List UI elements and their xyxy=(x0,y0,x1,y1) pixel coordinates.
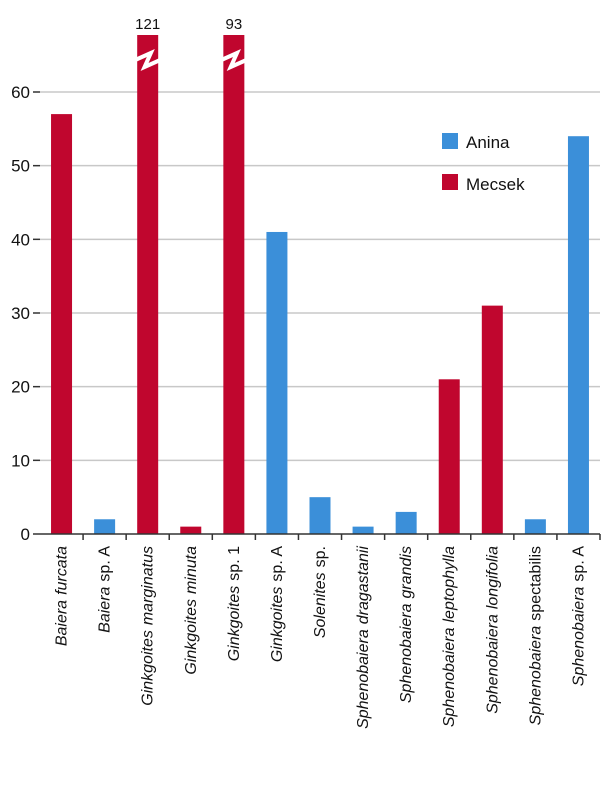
bars xyxy=(51,35,589,534)
species-name: marginatus xyxy=(140,546,157,625)
bar-anina-8 xyxy=(395,511,417,534)
x-category-label: Sphenobaiera dragastanii xyxy=(355,546,372,729)
bar-mecsek-2 xyxy=(137,35,159,534)
species-name: longifolia xyxy=(484,546,501,609)
genus-name: Solenites xyxy=(312,572,329,638)
legend-label-mecsek: Mecsek xyxy=(466,175,525,194)
genus-name: Sphenobaiera xyxy=(355,629,372,729)
y-tick-label: 40 xyxy=(11,230,30,249)
species-name: sp. A xyxy=(269,546,286,582)
genus-name: Ginkgoites xyxy=(269,587,286,663)
bar-mecsek-0 xyxy=(51,114,73,534)
genus-name: Sphenobaiera xyxy=(570,586,587,686)
x-category-label: Ginkgoites marginatus xyxy=(140,546,157,706)
y-tick-label: 10 xyxy=(11,451,30,470)
y-tick-label: 30 xyxy=(11,304,30,323)
x-category-label: Sphenobaiera sp. A xyxy=(570,546,587,687)
genus-name: Ginkgoites xyxy=(140,630,157,706)
legend-swatch-mecsek xyxy=(442,174,458,190)
bar-anina-1 xyxy=(94,519,116,534)
species-name: minuta xyxy=(183,546,200,594)
x-category-label: Sphenobaiera grandis xyxy=(398,546,415,703)
genus-name: Baiera xyxy=(97,586,114,632)
legend: Anina Mecsek xyxy=(442,133,525,194)
species-name: dragastanii xyxy=(355,546,372,625)
x-category-label: Sphenobaiera leptophylla xyxy=(441,546,458,727)
bar-break-mark xyxy=(134,49,162,71)
bar-mecsek-3 xyxy=(180,526,202,534)
y-tick-label: 0 xyxy=(21,525,30,544)
legend-label-anina: Anina xyxy=(466,133,510,152)
data-labels: 121 93 xyxy=(135,16,242,33)
x-category-label: Solenites sp. xyxy=(312,546,329,638)
genus-name: Sphenobaiera xyxy=(398,603,415,703)
y-tick-label: 50 xyxy=(11,157,30,176)
genus-name: Ginkgoites xyxy=(226,586,243,662)
species-name: sp. 1 xyxy=(226,546,243,581)
y-tick-label: 20 xyxy=(11,378,30,397)
broken-bar-value-label: 93 xyxy=(226,16,243,33)
bar-mecsek-10 xyxy=(481,305,503,534)
genus-name: Sphenobaiera xyxy=(484,614,501,714)
bar-anina-6 xyxy=(309,497,331,534)
species-name: spectabilis xyxy=(527,546,544,621)
broken-bar-value-label: 121 xyxy=(135,16,160,33)
legend-swatch-anina xyxy=(442,133,458,149)
x-category-label: Ginkgoites minuta xyxy=(183,546,200,675)
gridlines xyxy=(33,91,600,535)
x-axis-category-labels: Baiera furcata Baiera sp. A Ginkgoites margin… xyxy=(54,534,601,729)
x-category-label: Baiera sp. A xyxy=(97,546,114,633)
x-category-label: Sphenobaiera spectabilis xyxy=(527,546,544,725)
species-name: leptophylla xyxy=(441,546,458,623)
species-name: sp. xyxy=(312,546,329,567)
bar-anina-7 xyxy=(352,526,374,534)
bar-mecsek-4 xyxy=(223,35,245,534)
species-name: sp. A xyxy=(570,546,587,582)
bar-anina-12 xyxy=(567,136,589,534)
x-category-label: Baiera furcata xyxy=(54,546,71,646)
species-name: furcata xyxy=(54,546,71,595)
species-name: sp. A xyxy=(97,546,114,582)
y-tick-label: 60 xyxy=(11,83,30,102)
genus-name: Baiera xyxy=(54,600,71,646)
genus-name: Sphenobaiera xyxy=(527,626,544,726)
y-axis-tick-labels: 0 10 20 30 40 50 60 xyxy=(11,83,30,544)
bar-anina-11 xyxy=(524,519,546,534)
species-name: grandis xyxy=(398,546,415,598)
genus-name: Sphenobaiera xyxy=(441,627,458,727)
genus-name: Ginkgoites xyxy=(183,599,200,675)
x-category-label: Ginkgoites sp. A xyxy=(269,546,286,663)
bar-anina-5 xyxy=(266,231,288,534)
bar-break-mark xyxy=(220,49,248,71)
x-category-label: Ginkgoites sp. 1 xyxy=(226,546,243,661)
bar-mecsek-9 xyxy=(438,379,460,534)
x-category-label: Sphenobaiera longifolia xyxy=(484,546,501,714)
